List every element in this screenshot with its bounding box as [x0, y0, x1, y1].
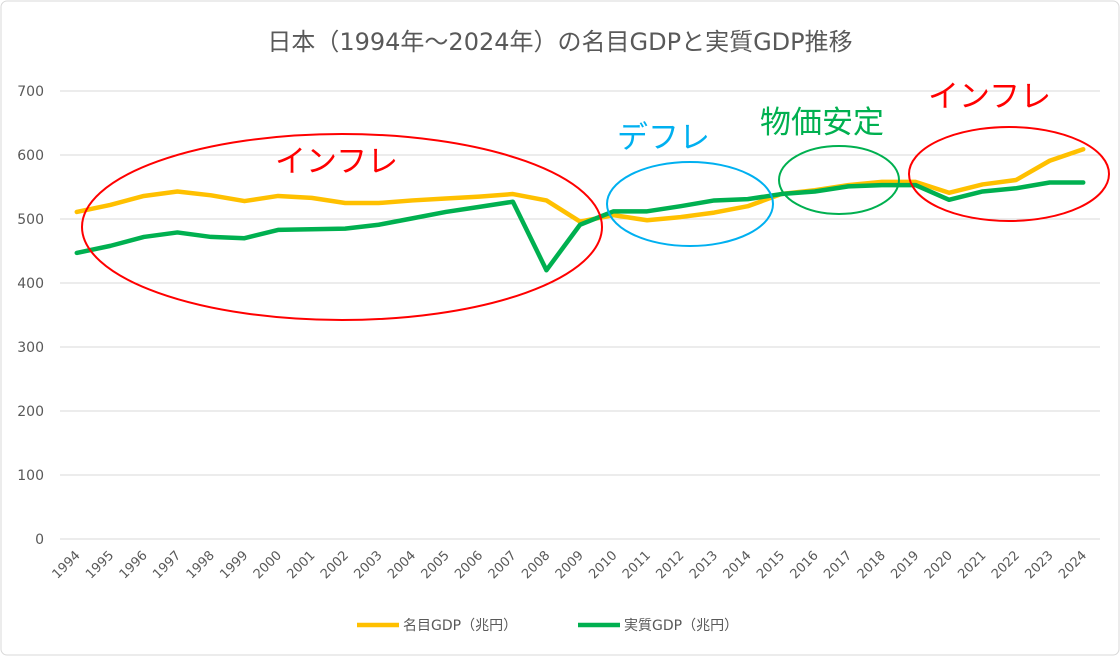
y-tick-label: 0	[35, 532, 44, 548]
y-tick-label: 400	[17, 276, 44, 292]
y-tick-label: 700	[17, 84, 44, 100]
annotation-label: インフレ	[275, 144, 398, 180]
y-tick-label: 300	[17, 340, 44, 356]
y-tick-label: 600	[17, 148, 44, 164]
annotation-ellipse	[778, 145, 900, 215]
chart-title: 日本（1994年～2024年）の名目GDPと実質GDP推移	[267, 28, 852, 56]
legend-label: 実質GDP（兆円）	[624, 618, 738, 634]
annotation-ellipse	[908, 126, 1110, 222]
annotation-ellipse	[81, 133, 603, 321]
legend-label: 名目GDP（兆円）	[403, 618, 517, 634]
annotation-label: 物価安定	[760, 105, 884, 141]
y-tick-label: 200	[17, 404, 44, 420]
y-tick-label: 100	[17, 468, 44, 484]
y-tick-label: 500	[17, 212, 44, 228]
annotation-ellipse	[606, 161, 774, 247]
annotation-label: デフレ	[617, 120, 710, 156]
annotation-label: インフレ	[928, 79, 1051, 115]
